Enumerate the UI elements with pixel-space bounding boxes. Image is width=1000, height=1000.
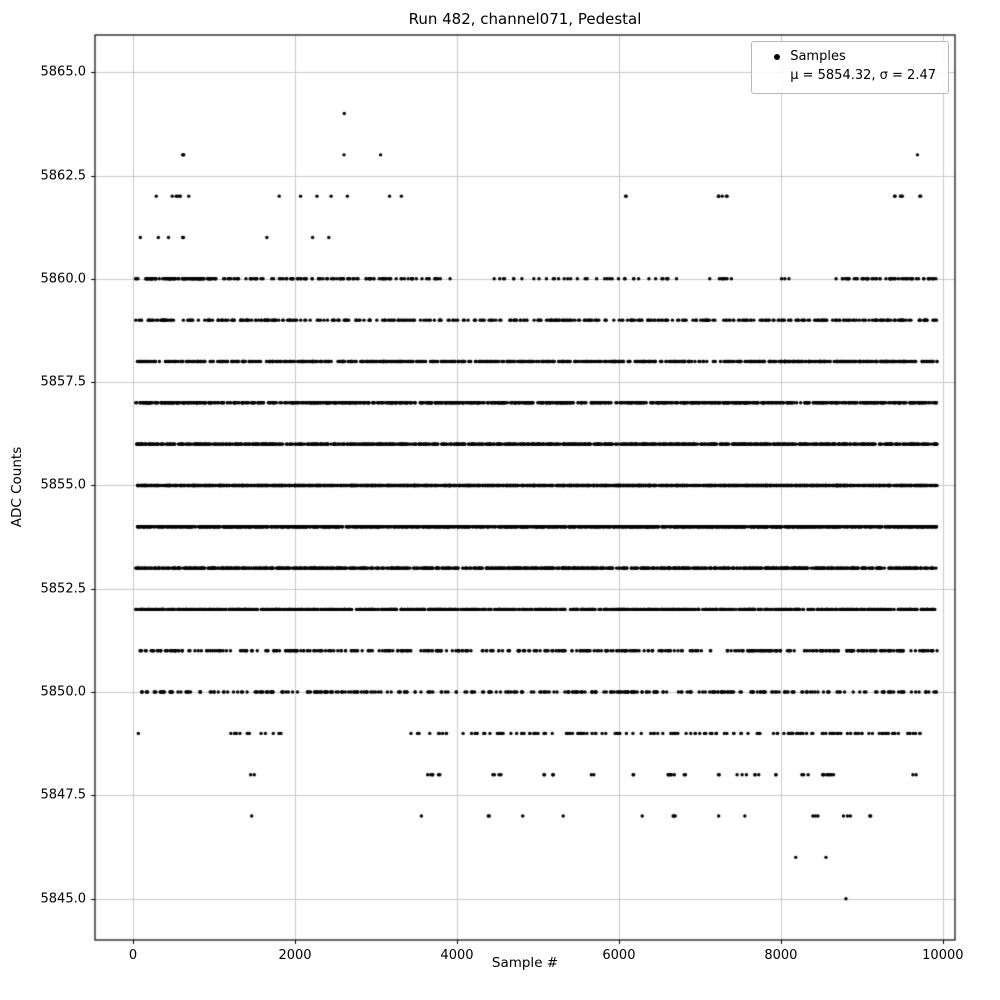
x-tick-label: 10000 xyxy=(922,948,964,963)
y-tick-label: 5855.0 xyxy=(40,477,87,493)
x-tick-label: 0 xyxy=(128,948,138,963)
legend-label-samples: Samples xyxy=(790,49,846,64)
legend-marker-icon xyxy=(774,54,781,61)
legend-marker-cell xyxy=(764,54,790,61)
x-tick-label: 6000 xyxy=(602,948,636,963)
y-tick-label: 5845.0 xyxy=(40,891,87,907)
y-tick-label: 5862.5 xyxy=(40,168,87,183)
x-tick-label: 2000 xyxy=(278,948,312,963)
legend-stats: μ = 5854.32, σ = 2.47 xyxy=(790,67,936,83)
x-tick-label: 8000 xyxy=(764,948,798,963)
y-tick-label: 5865.0 xyxy=(40,64,87,80)
legend: Samples μ = 5854.32, σ = 2.47 xyxy=(751,41,949,94)
y-tick-label: 5852.5 xyxy=(40,581,87,597)
chart-title: Run 482, channel071, Pedestal xyxy=(408,10,642,28)
x-tick-label: 4000 xyxy=(440,948,474,963)
y-tick-label: 5860.0 xyxy=(40,271,87,287)
legend-entry-samples: Samples xyxy=(764,48,936,67)
x-axis-label: Sample # xyxy=(491,955,559,971)
y-tick-label: 5847.5 xyxy=(40,787,87,803)
y-tick-label: 5857.5 xyxy=(40,374,87,390)
y-axis-label: ADC Counts xyxy=(9,446,25,528)
y-tick-label: 5850.0 xyxy=(40,684,87,700)
